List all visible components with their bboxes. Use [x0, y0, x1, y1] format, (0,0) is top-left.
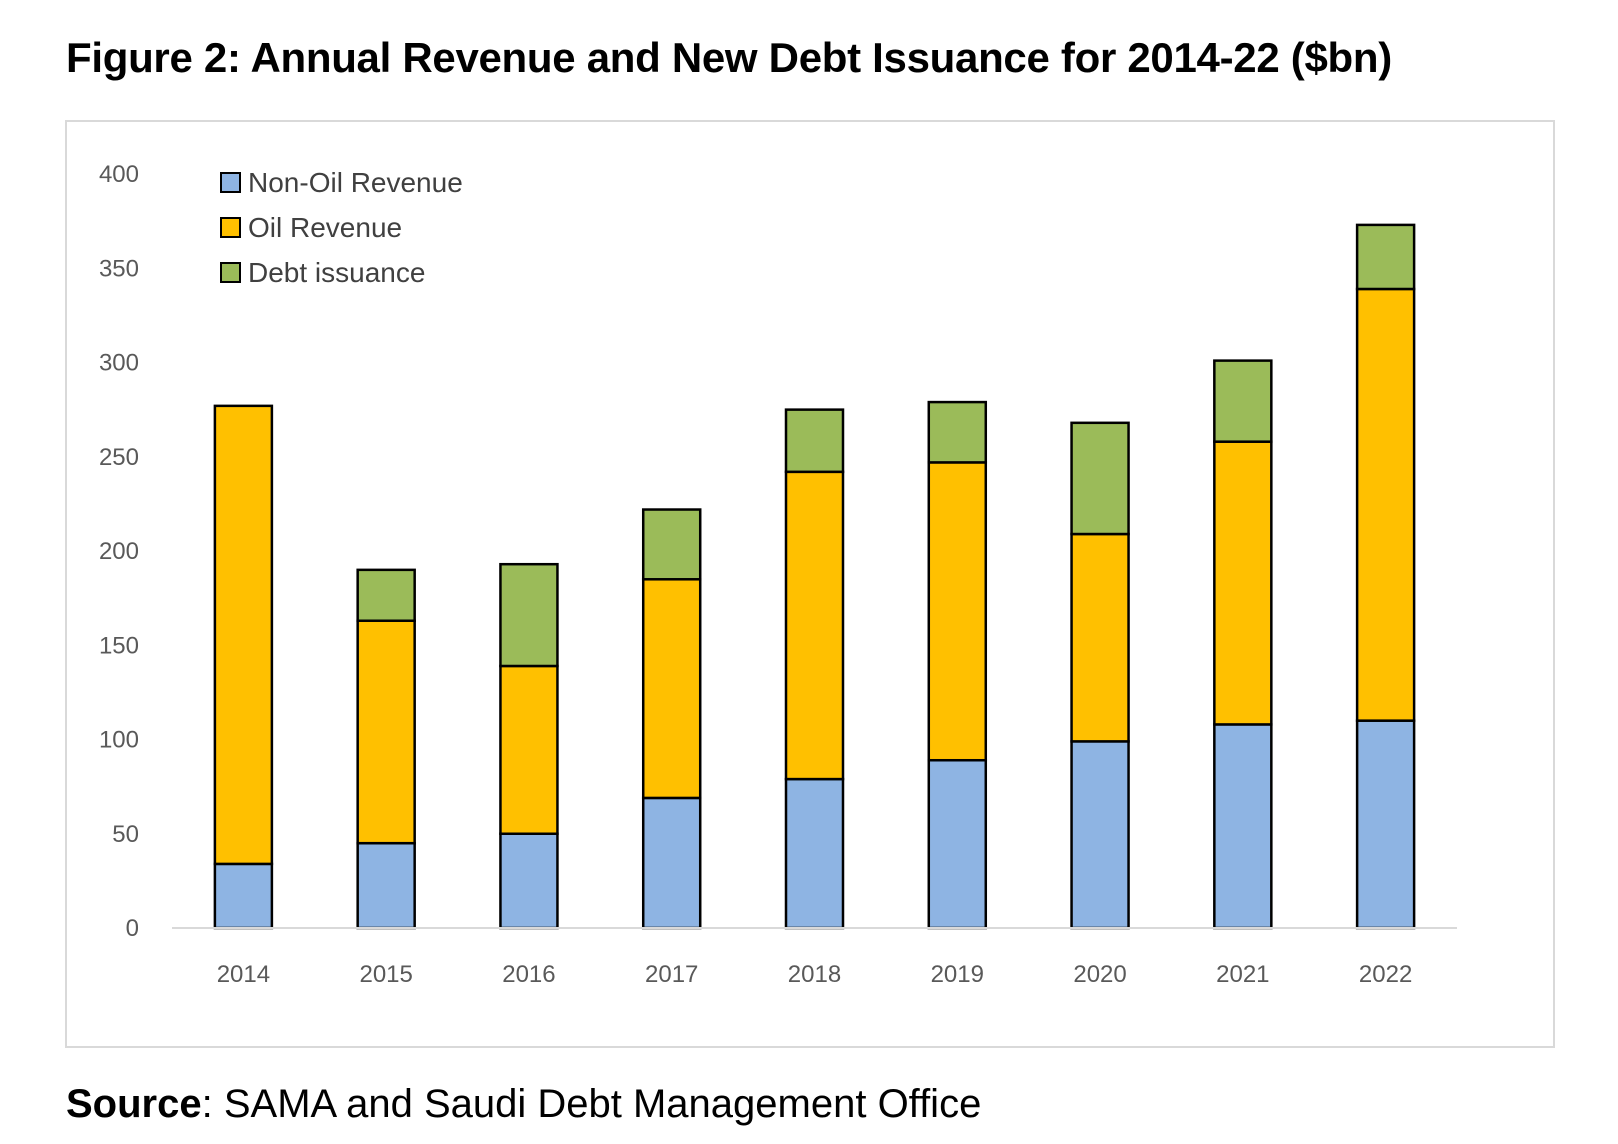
- source-text: : SAMA and Saudi Debt Management Office: [201, 1082, 982, 1126]
- bar-non_oil-2022: [1355, 719, 1416, 930]
- x-tick-label: 2021: [1216, 961, 1269, 988]
- x-tick-label: 2022: [1359, 961, 1412, 988]
- bar-oil-2014: [213, 404, 274, 866]
- x-tick-label: 2018: [788, 961, 841, 988]
- legend-swatch-oil: [220, 217, 241, 238]
- y-tick-label: 300: [99, 350, 139, 377]
- bar-non_oil-2021: [1213, 723, 1273, 930]
- legend-swatch-debt: [220, 262, 241, 283]
- y-tick-label: 200: [99, 538, 139, 565]
- bar-non_oil-2016: [499, 832, 559, 930]
- bar-oil-2020: [1070, 532, 1130, 743]
- x-tick-label: 2015: [359, 961, 412, 988]
- x-tick-label: 2019: [931, 961, 984, 988]
- legend-label-non_oil: Non-Oil Revenue: [248, 167, 463, 198]
- chart-container: 0 50 100 150 200 250 300 350 400 2014 2015 2016 2017…: [65, 120, 1555, 1048]
- y-tick-label: 400: [99, 161, 139, 188]
- bar-oil-2021: [1213, 440, 1273, 726]
- bar-debt-2019: [927, 400, 988, 464]
- bar-non_oil-2019: [927, 758, 988, 930]
- bar-oil-2022: [1355, 287, 1416, 722]
- y-tick-label: 100: [99, 727, 139, 754]
- stacked-bar-chart: 0 50 100 150 200 250 300 350 400 2014 2015 2016 2017…: [99, 161, 1457, 988]
- x-tick-label: 2017: [645, 961, 698, 988]
- bar-oil-2019: [927, 461, 988, 762]
- y-tick-label: 250: [99, 444, 139, 471]
- bar-debt-2021: [1213, 359, 1273, 443]
- legend-label-debt: Debt issuance: [248, 257, 425, 288]
- x-tick-label: 2014: [217, 961, 270, 988]
- bar-debt-2020: [1070, 421, 1130, 536]
- y-tick-label: 50: [112, 821, 139, 848]
- bar-debt-2018: [784, 408, 845, 474]
- y-tick-label: 0: [126, 915, 139, 942]
- bar-non_oil-2018: [784, 777, 845, 930]
- legend-label-oil: Oil Revenue: [248, 212, 402, 243]
- y-tick-label: 350: [99, 255, 139, 282]
- bar-non_oil-2014: [213, 862, 274, 930]
- bar-debt-2022: [1355, 223, 1416, 291]
- x-tick-label: 2016: [502, 961, 555, 988]
- bar-non_oil-2015: [356, 841, 416, 930]
- bar-non_oil-2020: [1070, 740, 1130, 930]
- source-note: Source: SAMA and Saudi Debt Management O…: [66, 1082, 981, 1127]
- bar-oil-2016: [499, 664, 559, 835]
- x-tick-label: 2020: [1073, 961, 1126, 988]
- bar-non_oil-2017: [641, 796, 702, 930]
- bar-oil-2015: [356, 619, 416, 845]
- bar-debt-2015: [356, 568, 416, 622]
- source-label: Source: [66, 1082, 202, 1126]
- bar-debt-2017: [641, 508, 702, 581]
- legend-swatch-non_oil: [220, 172, 241, 193]
- bar-debt-2016: [499, 562, 559, 668]
- bar-oil-2018: [784, 470, 845, 781]
- figure-title: Figure 2: Annual Revenue and New Debt Is…: [66, 34, 1392, 81]
- bar-oil-2017: [641, 578, 702, 800]
- y-tick-label: 150: [99, 632, 139, 659]
